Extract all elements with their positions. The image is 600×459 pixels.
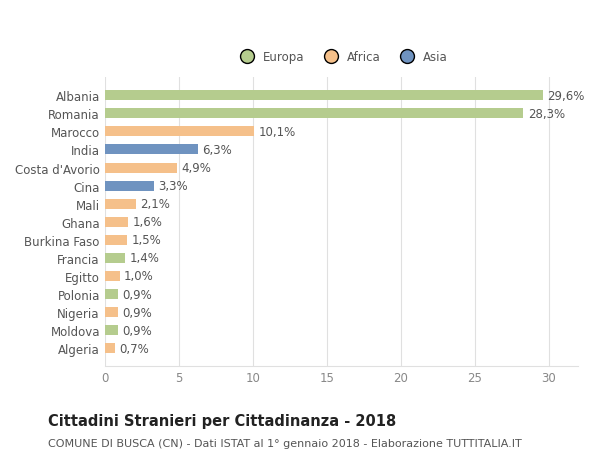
Text: 1,6%: 1,6% — [133, 216, 163, 229]
Text: 10,1%: 10,1% — [259, 126, 296, 139]
Bar — [105, 181, 154, 191]
Text: 1,4%: 1,4% — [130, 252, 160, 265]
Bar — [105, 343, 115, 353]
Bar — [105, 325, 118, 336]
Text: 29,6%: 29,6% — [547, 90, 584, 102]
Bar — [105, 217, 128, 227]
Text: 0,9%: 0,9% — [122, 324, 152, 337]
Bar — [105, 199, 136, 209]
Text: 1,0%: 1,0% — [124, 270, 154, 283]
Bar — [105, 253, 125, 263]
Bar — [105, 127, 254, 137]
Bar — [105, 145, 198, 155]
Bar — [105, 271, 119, 281]
Bar — [105, 109, 523, 119]
Text: 28,3%: 28,3% — [528, 107, 565, 121]
Text: 3,3%: 3,3% — [158, 180, 188, 193]
Text: 4,9%: 4,9% — [182, 162, 212, 175]
Text: 1,5%: 1,5% — [131, 234, 161, 247]
Bar — [105, 308, 118, 317]
Bar — [105, 91, 542, 101]
Bar — [105, 235, 127, 245]
Text: COMUNE DI BUSCA (CN) - Dati ISTAT al 1° gennaio 2018 - Elaborazione TUTTITALIA.I: COMUNE DI BUSCA (CN) - Dati ISTAT al 1° … — [48, 438, 522, 448]
Text: 0,9%: 0,9% — [122, 306, 152, 319]
Text: 6,3%: 6,3% — [202, 144, 232, 157]
Text: 0,7%: 0,7% — [119, 342, 149, 355]
Bar — [105, 163, 177, 173]
Text: 0,9%: 0,9% — [122, 288, 152, 301]
Text: Cittadini Stranieri per Cittadinanza - 2018: Cittadini Stranieri per Cittadinanza - 2… — [48, 413, 396, 428]
Text: 2,1%: 2,1% — [140, 198, 170, 211]
Bar — [105, 290, 118, 299]
Legend: Europa, Africa, Asia: Europa, Africa, Asia — [230, 46, 453, 69]
